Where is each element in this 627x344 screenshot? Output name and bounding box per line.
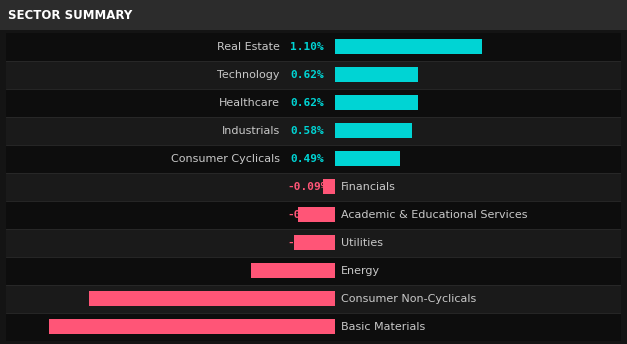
- Text: Consumer Cyclicals: Consumer Cyclicals: [171, 154, 280, 164]
- Bar: [6, 313, 621, 341]
- Bar: [335, 123, 413, 138]
- Text: -0.28%: -0.28%: [287, 209, 327, 219]
- Text: Healthcare: Healthcare: [219, 98, 280, 108]
- Text: Technology: Technology: [217, 70, 280, 80]
- Text: Industrials: Industrials: [221, 126, 280, 136]
- Bar: [335, 67, 418, 82]
- Bar: [89, 291, 335, 306]
- Bar: [6, 89, 621, 117]
- Text: 0.49%: 0.49%: [290, 154, 324, 164]
- Bar: [50, 319, 335, 334]
- Text: Utilities: Utilities: [341, 238, 383, 248]
- Bar: [251, 263, 335, 278]
- Text: Energy: Energy: [341, 266, 381, 276]
- Bar: [335, 40, 482, 54]
- Bar: [6, 173, 621, 201]
- Text: -1.84%: -1.84%: [287, 293, 327, 303]
- Bar: [6, 61, 621, 89]
- Bar: [6, 144, 621, 173]
- Text: 1.10%: 1.10%: [290, 42, 324, 52]
- Bar: [323, 179, 335, 194]
- Text: SECTOR SUMMARY: SECTOR SUMMARY: [8, 9, 132, 22]
- Bar: [298, 207, 335, 222]
- Text: 0.58%: 0.58%: [290, 126, 324, 136]
- Bar: [6, 201, 621, 229]
- Text: -0.31%: -0.31%: [287, 238, 327, 248]
- Bar: [335, 95, 418, 110]
- Text: Real Estate: Real Estate: [217, 42, 280, 52]
- Text: 0.62%: 0.62%: [290, 98, 324, 108]
- Text: Academic & Educational Services: Academic & Educational Services: [341, 209, 528, 219]
- Bar: [6, 229, 621, 257]
- Text: 0.62%: 0.62%: [290, 70, 324, 80]
- Bar: [6, 257, 621, 284]
- Bar: [335, 151, 401, 166]
- Bar: [6, 117, 621, 144]
- Bar: [6, 33, 621, 61]
- Bar: [6, 284, 621, 313]
- Text: -0.09%: -0.09%: [287, 182, 327, 192]
- Text: -2.14%: -2.14%: [287, 322, 327, 332]
- Text: -0.63%: -0.63%: [287, 266, 327, 276]
- Text: Basic Materials: Basic Materials: [341, 322, 425, 332]
- Bar: [293, 235, 335, 250]
- Text: Financials: Financials: [341, 182, 396, 192]
- Text: Consumer Non-Cyclicals: Consumer Non-Cyclicals: [341, 293, 477, 303]
